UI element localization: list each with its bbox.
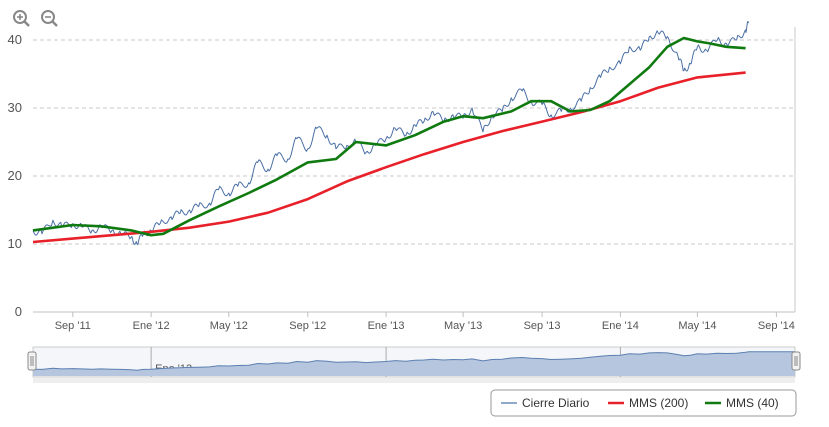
- x-tick-label: Sep '11: [55, 320, 91, 332]
- navigator-left-handle[interactable]: [27, 351, 37, 371]
- zoom-in-button[interactable]: [13, 10, 30, 27]
- series-mms200-line: [32, 71, 746, 244]
- x-tick-label: May '13: [444, 320, 482, 332]
- legend-label-daily: Cierre Diario: [522, 396, 590, 410]
- y-tick-label: 0: [15, 304, 22, 319]
- x-tick-label: Sep '14: [758, 320, 795, 332]
- navigator-right-handle[interactable]: [791, 351, 801, 371]
- y-tick-label: 10: [8, 236, 22, 251]
- zoom-in-icon: [13, 10, 27, 24]
- navigator-area: [33, 351, 795, 376]
- x-tick-label: Ene '12: [133, 320, 170, 332]
- y-tick-label: 20: [8, 168, 22, 183]
- zoom-out-button[interactable]: [41, 10, 58, 27]
- navigator-scrollbar[interactable]: [33, 378, 795, 383]
- y-tick-label: 40: [8, 32, 22, 47]
- plot-series: [32, 21, 750, 246]
- legend-label-mms40: MMS (40): [726, 396, 779, 410]
- legend-item-mms200[interactable]: MMS (200): [608, 396, 688, 410]
- series-daily-line: [32, 21, 750, 246]
- x-tick-label: Sep '12: [289, 320, 326, 332]
- x-tick-label: Ene '13: [368, 320, 405, 332]
- x-tick-label: Ene '14: [602, 320, 639, 332]
- x-tick-label: May '12: [210, 320, 248, 332]
- x-axis: Sep '11 Ene '12 May '12 Sep '12 Ene '13 May '…: [55, 312, 795, 332]
- navigator-line: [32, 351, 795, 371]
- y-tick-label: 30: [8, 100, 22, 115]
- y-axis: 0 10 20 30 40: [8, 32, 22, 319]
- x-tick-label: Sep '13: [524, 320, 561, 332]
- legend-item-mms40[interactable]: MMS (40): [705, 396, 779, 410]
- legend-box: [490, 389, 797, 417]
- legend-item-daily[interactable]: Cierre Diario: [501, 396, 590, 410]
- legend-label-mms200: MMS (200): [629, 396, 688, 410]
- x-tick-label: May '14: [678, 320, 716, 332]
- series-mms40-line: [32, 36, 746, 237]
- zoom-out-icon: [41, 10, 55, 24]
- legend: Cierre Diario MMS (200) MMS (40): [490, 389, 797, 417]
